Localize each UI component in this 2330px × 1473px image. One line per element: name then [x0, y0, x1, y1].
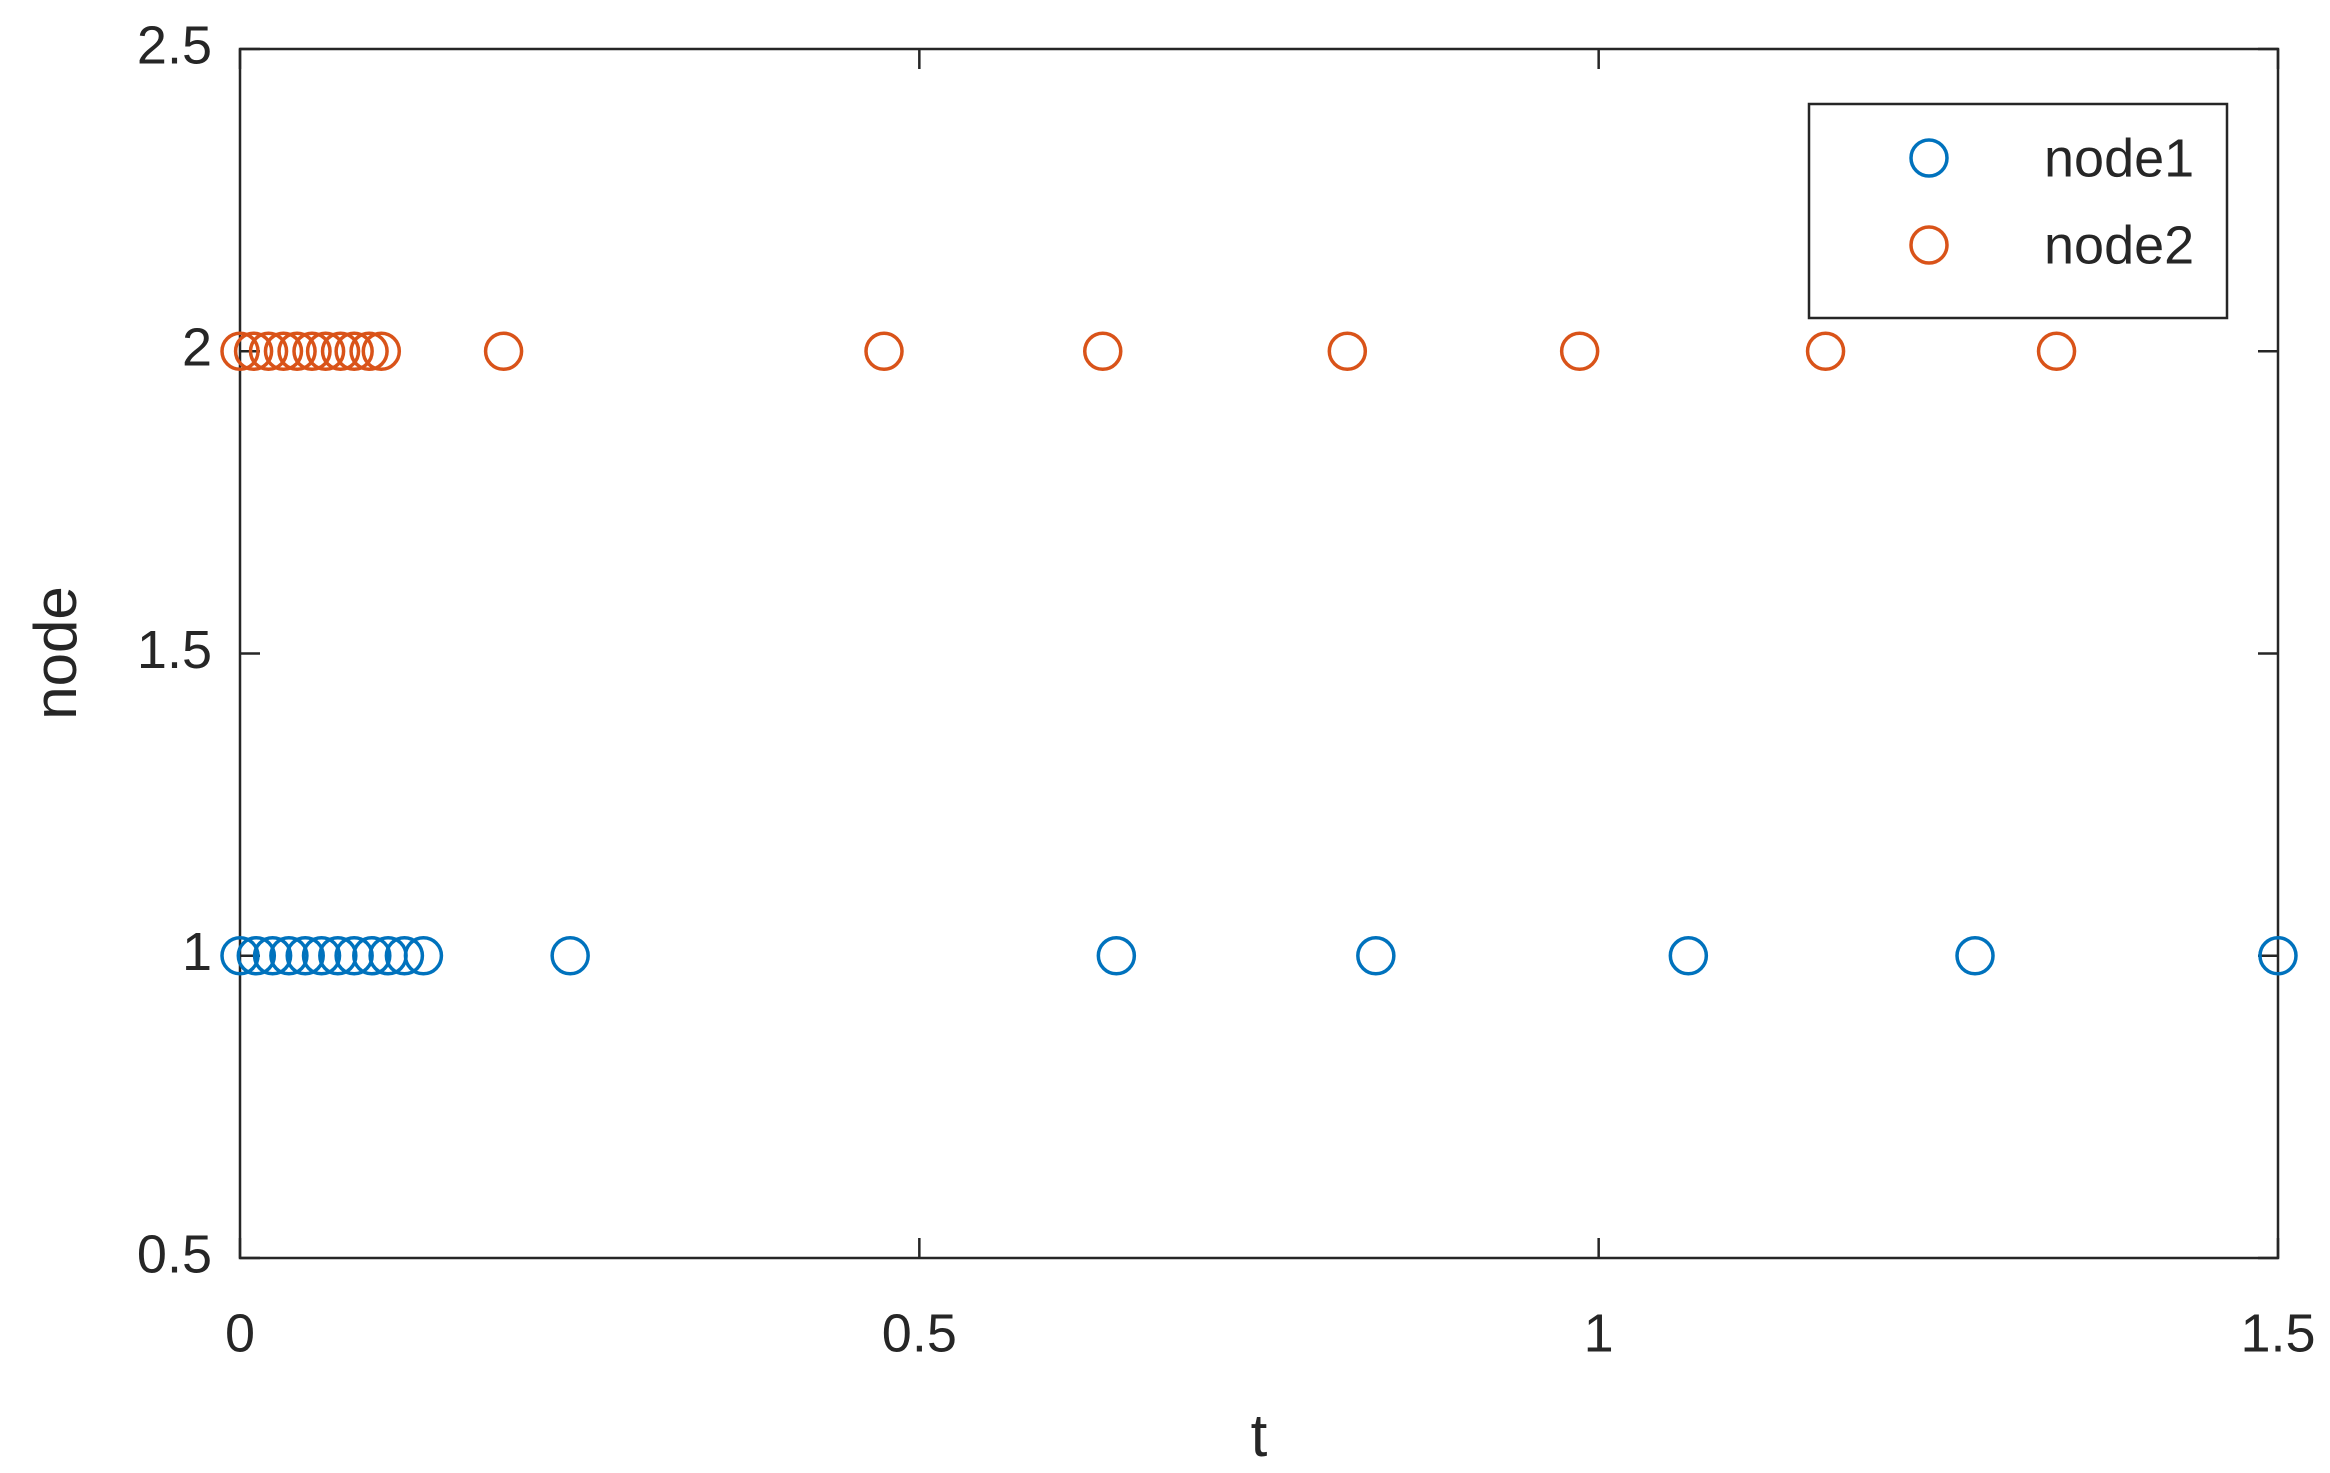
marker — [1805, 331, 1846, 371]
marker — [384, 936, 425, 976]
marker — [1356, 936, 1396, 976]
legend-marker — [1909, 138, 1949, 178]
marker — [248, 331, 289, 371]
marker — [269, 936, 309, 976]
x-tick-label: 0 — [225, 1303, 255, 1363]
x-axis-label: t — [1251, 1402, 1268, 1469]
marker — [252, 936, 293, 976]
marker — [305, 331, 346, 371]
marker — [285, 936, 325, 976]
legend-label: node1 — [2044, 128, 2194, 188]
marker — [233, 331, 274, 371]
x-tick-label: 1 — [1584, 1303, 1614, 1363]
marker — [263, 331, 304, 371]
marker — [2036, 331, 2077, 371]
y-tick-label: 1.5 — [137, 620, 212, 680]
marker — [334, 331, 374, 371]
marker — [352, 936, 392, 976]
marker — [334, 936, 374, 976]
marker — [1955, 936, 1995, 976]
marker — [220, 331, 260, 371]
marker — [1668, 936, 1709, 976]
marker — [320, 331, 361, 371]
marker — [277, 331, 317, 371]
y-tick-label: 2.5 — [137, 15, 212, 75]
x-tick-label: 0.5 — [882, 1303, 957, 1363]
y-tick-label: 1 — [182, 922, 212, 982]
y-tick-label: 2 — [182, 318, 212, 378]
marker — [1083, 331, 1123, 371]
marker — [483, 331, 524, 371]
marker — [550, 936, 590, 976]
legend-marker — [1909, 225, 1949, 265]
x-tick-label: 1.5 — [2240, 1303, 2315, 1363]
marker — [1096, 936, 1137, 976]
marker — [2258, 936, 2298, 976]
y-axis-label: node — [22, 586, 89, 719]
y-tick-label: 0.5 — [137, 1224, 212, 1284]
legend-label: node2 — [2044, 215, 2194, 275]
marker — [1327, 331, 1368, 371]
marker — [236, 936, 277, 976]
marker — [349, 331, 389, 371]
marker — [864, 331, 904, 371]
marker — [292, 331, 332, 371]
marker — [1559, 331, 1600, 371]
marker — [318, 936, 358, 976]
marker — [301, 936, 342, 976]
marker — [361, 331, 402, 371]
marker — [403, 936, 444, 976]
legend-box — [1807, 102, 2229, 320]
marker — [220, 936, 260, 976]
